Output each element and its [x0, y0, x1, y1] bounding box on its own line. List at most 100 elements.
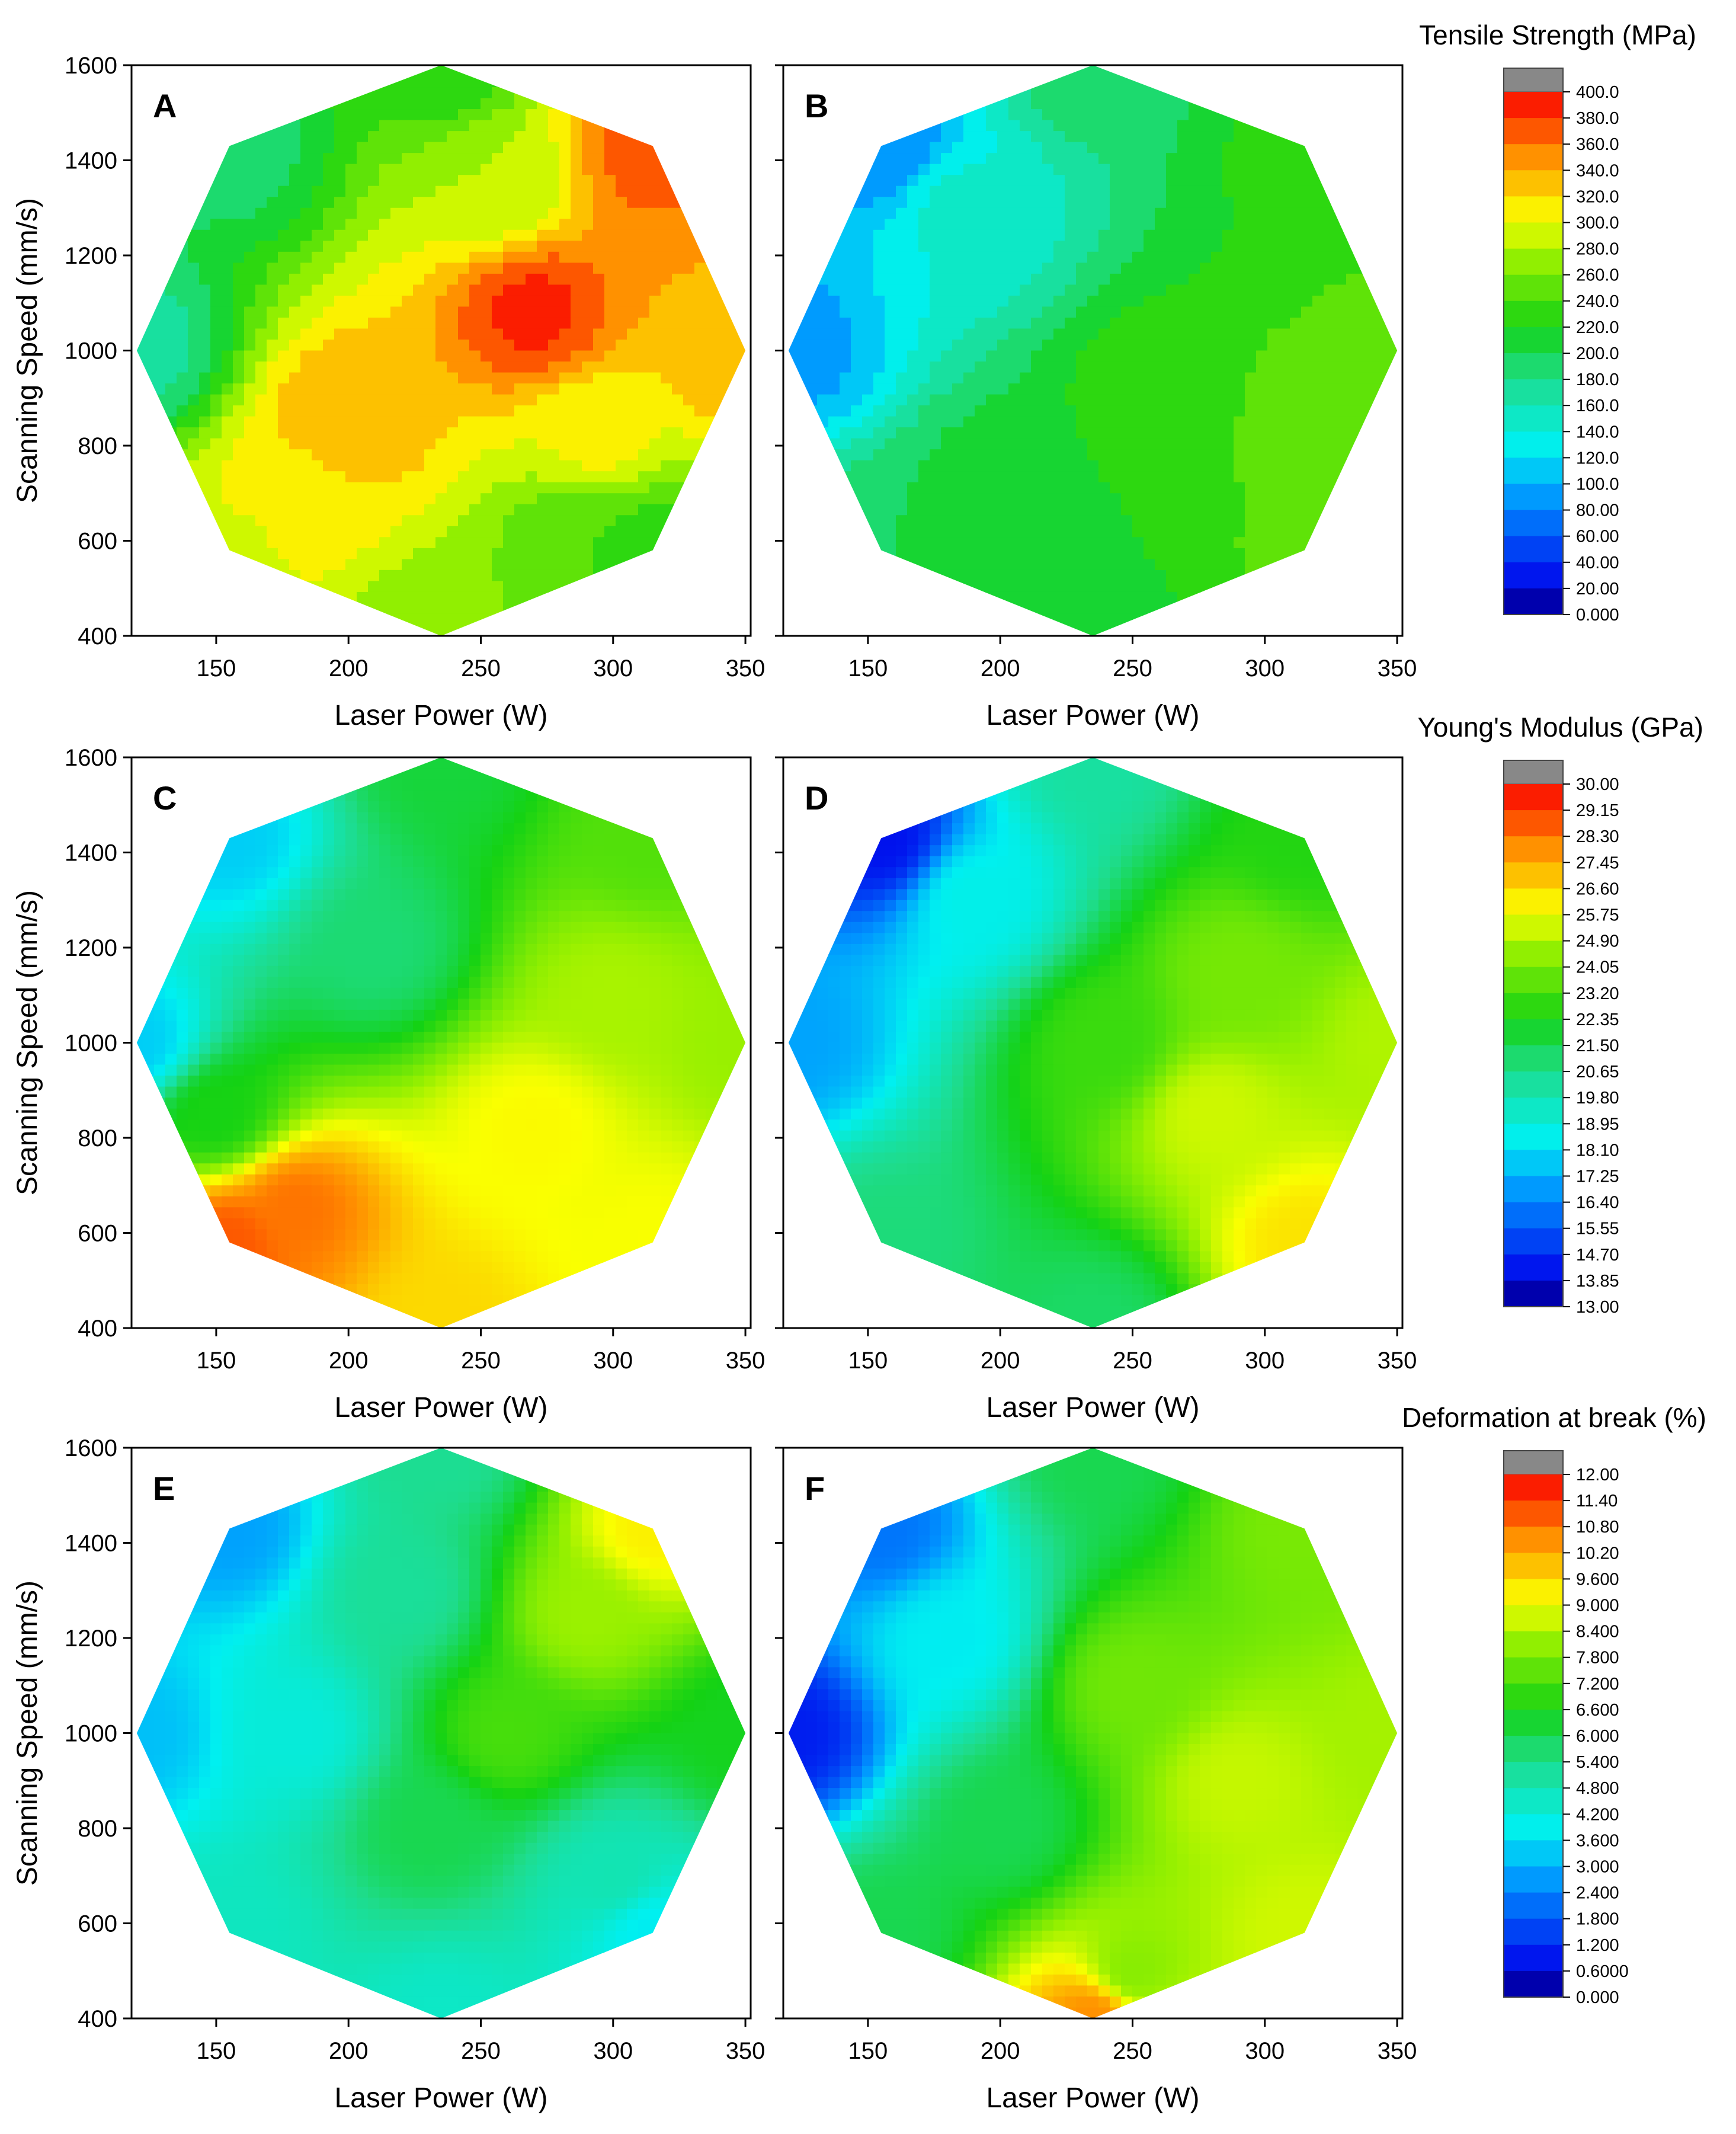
contour-cell	[548, 504, 560, 516]
contour-cell	[559, 482, 571, 494]
contour-cell	[604, 603, 616, 615]
contour-cell	[1166, 251, 1178, 264]
contour-cell	[357, 263, 369, 274]
contour-cell	[817, 372, 829, 384]
contour-cell	[963, 383, 975, 395]
contour-cell	[649, 449, 661, 461]
contour-cell	[885, 559, 896, 571]
contour-cell	[210, 98, 222, 110]
contour-cell	[469, 438, 481, 450]
contour-cell	[638, 394, 650, 406]
contour-cell	[885, 591, 896, 604]
contour-cell	[1110, 427, 1122, 439]
contour-cell	[1008, 273, 1020, 286]
contour-cell	[986, 142, 998, 154]
contour-cell	[188, 175, 200, 187]
contour-cell	[199, 185, 211, 198]
contour-cell	[828, 537, 840, 549]
contour-cell	[975, 317, 986, 329]
contour-cell	[424, 120, 436, 132]
contour-cell	[210, 515, 222, 527]
contour-cell	[1177, 394, 1189, 406]
contour-cell	[300, 493, 312, 505]
contour-cell	[244, 219, 256, 231]
contour-cell	[368, 416, 380, 428]
contour-cell	[1132, 153, 1144, 165]
contour-cell	[1155, 175, 1167, 187]
contour-cell	[975, 295, 986, 308]
contour-cell	[210, 295, 222, 308]
contour-cell	[390, 317, 402, 329]
contour-cell	[788, 295, 795, 308]
contour-cell	[873, 229, 885, 242]
contour-cell	[492, 175, 504, 187]
contour-cell	[345, 537, 357, 549]
contour-cell	[345, 339, 357, 351]
contour-cell	[649, 207, 661, 220]
contour-cell	[402, 361, 414, 373]
contour-cell	[582, 153, 594, 165]
contour-cell	[638, 548, 650, 560]
contour-cell	[828, 339, 840, 351]
contour-cell	[1121, 471, 1133, 483]
contour-cell	[593, 493, 605, 505]
contour-cell	[548, 339, 560, 351]
contour-cell	[143, 219, 155, 231]
contour-cell	[514, 295, 526, 308]
contour-cell	[267, 263, 278, 274]
contour-cell	[582, 482, 594, 494]
contour-cell	[627, 207, 639, 220]
contour-cell	[435, 372, 447, 384]
contour-cell	[1132, 570, 1144, 582]
contour-cell	[548, 131, 560, 143]
contour-cell	[469, 416, 481, 428]
contour-cell	[267, 449, 278, 461]
contour-cell	[559, 263, 571, 274]
contour-cell	[199, 394, 211, 406]
contour-cell	[1020, 273, 1032, 286]
contour-cell	[357, 185, 369, 198]
contour-cell	[458, 493, 470, 505]
contour-cell	[154, 416, 166, 428]
contour-cell	[1132, 471, 1144, 483]
contour-cell	[941, 372, 953, 384]
contour-cell	[136, 164, 143, 176]
contour-cell	[289, 361, 301, 373]
contour-cell	[1222, 273, 1234, 286]
contour-cell	[289, 273, 301, 286]
contour-cell	[862, 87, 874, 99]
contour-cell	[1234, 263, 1245, 274]
contour-cell	[165, 449, 177, 461]
contour-cell	[177, 383, 188, 395]
contour-cell	[593, 350, 605, 362]
contour-cell	[143, 591, 155, 604]
contour-cell	[458, 350, 470, 362]
contour-cell	[1200, 185, 1212, 198]
contour-cell	[435, 460, 447, 472]
contour-cell	[1177, 251, 1189, 264]
contour-cell	[1155, 537, 1167, 549]
contour-cell	[896, 515, 908, 527]
contour-cell	[548, 273, 560, 286]
contour-cell	[1031, 570, 1043, 582]
contour-cell	[975, 328, 986, 340]
contour-cell	[481, 603, 492, 615]
contour-cell	[289, 372, 301, 384]
contour-cell	[873, 131, 885, 143]
contour-cell	[1031, 405, 1043, 417]
contour-cell	[435, 603, 447, 615]
contour-cell	[930, 251, 941, 264]
contour-cell	[851, 306, 863, 318]
contour-cell	[975, 241, 986, 252]
contour-cell	[165, 613, 177, 626]
contour-cell	[503, 394, 515, 406]
contour-cell	[739, 504, 746, 516]
contour-cell	[986, 515, 998, 527]
contour-cell	[136, 87, 143, 99]
contour-cell	[997, 394, 1009, 406]
contour-cell	[1166, 350, 1178, 362]
contour-cell	[548, 241, 560, 252]
contour-cell	[537, 581, 549, 593]
contour-cell	[706, 76, 718, 88]
contour-cell	[1211, 339, 1223, 351]
